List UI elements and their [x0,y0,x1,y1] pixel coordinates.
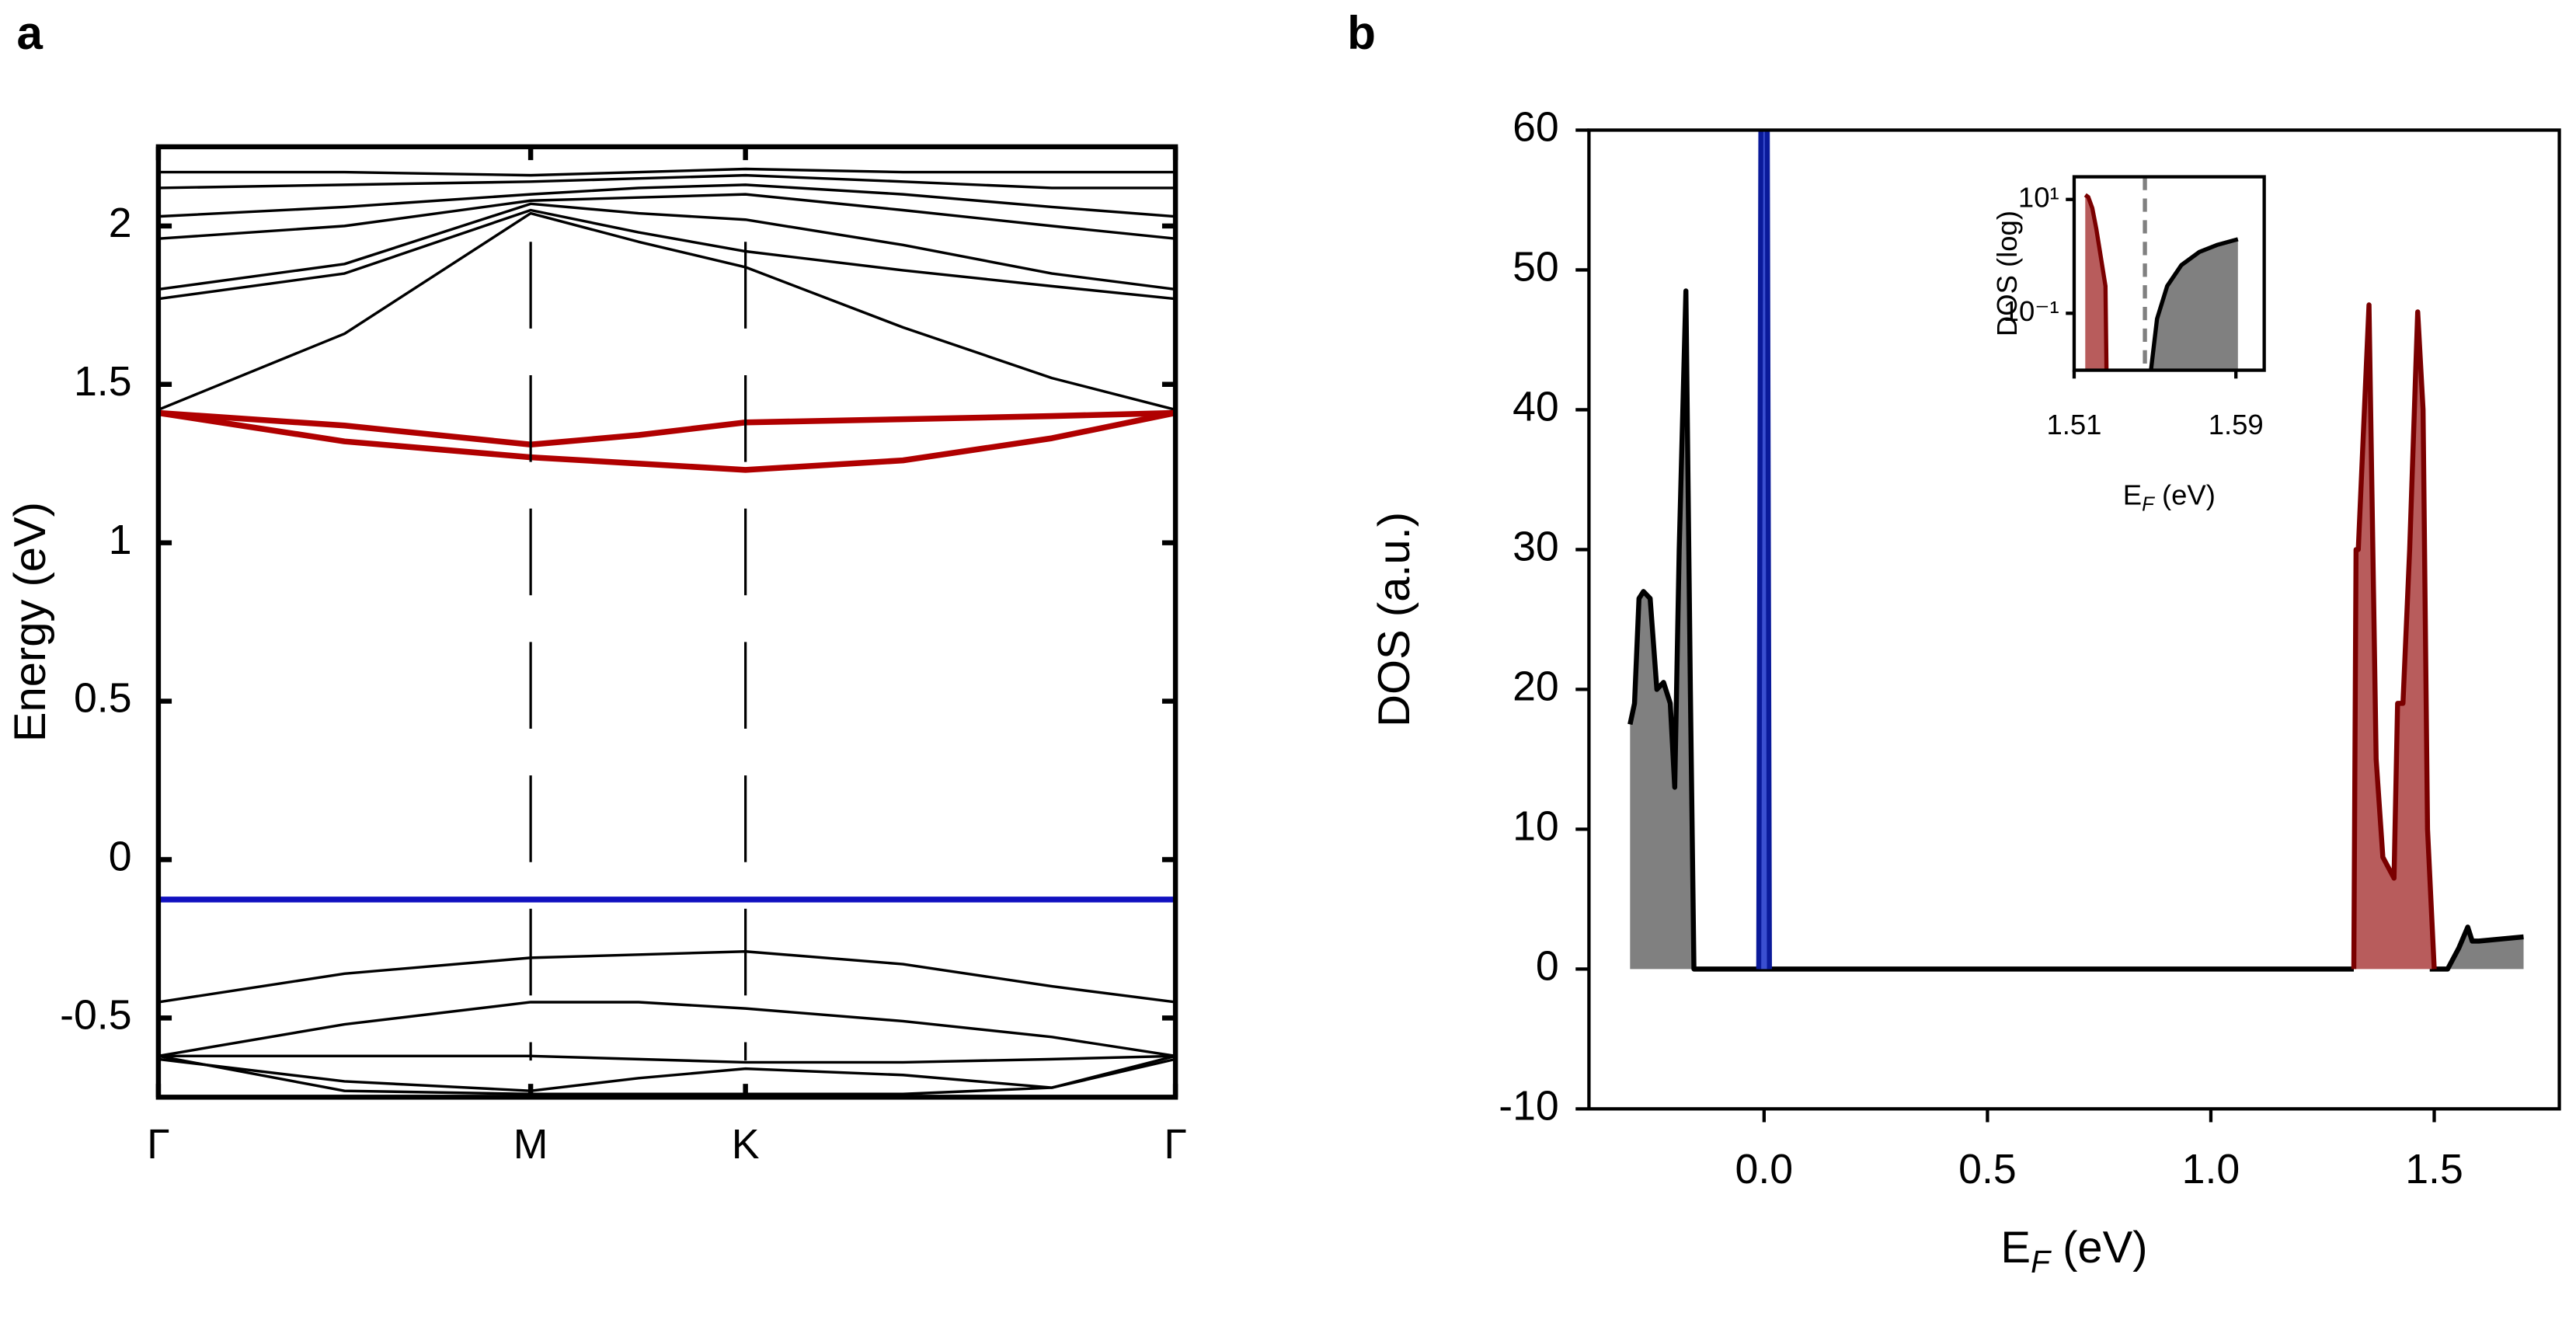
band-line [158,409,1176,448]
dos-line [2429,924,2524,972]
band-line [158,950,1176,1004]
y-tick-label: 0.5 [74,675,132,722]
y-tick-label: 50 [1513,244,1559,291]
y-tick-label: 0 [109,834,132,880]
y-tick-label: 20 [1513,663,1559,710]
y-axis-label: Energy (eV) [5,502,55,742]
band-line [158,202,1176,291]
x-tick-label: 1.5 [2405,1146,2463,1192]
plot-frame [155,144,1178,1100]
plot-area [2083,176,2239,371]
y-tick-label: -0.5 [60,992,131,1039]
y-tick-label: 60 [1513,104,1559,151]
y-tick-label: 10⁻¹ [2003,295,2059,327]
panel-label: a [16,7,43,59]
x-tick-label: 1.51 [2046,409,2101,440]
y-tick-label: 10¹ [2018,181,2059,213]
band-line [158,211,1176,412]
dos-line [1627,288,2354,972]
y-tick-label: 2 [109,200,132,246]
plot-area [1627,130,2524,972]
band-line [158,208,1176,301]
x-tick-label: K [732,1121,760,1168]
dos-line [2149,237,2239,371]
y-tick-label: 1.5 [74,358,132,405]
band-line [158,1054,1176,1064]
y-axis-label: DOS (log) [1991,211,2023,336]
band-line [158,167,1176,177]
dos-line [2083,193,2109,371]
y-tick-label: 30 [1513,524,1559,570]
band-line [158,173,1176,190]
x-tick-label: 0.0 [1735,1146,1794,1192]
plot-frame [1587,128,2561,1111]
x-tick-label: M [513,1121,548,1168]
dos-fill [2429,927,2524,970]
band-line [158,1001,1176,1057]
y-tick-label: 40 [1513,384,1559,430]
band-line [158,193,1176,240]
x-tick-label: 1.0 [2182,1146,2240,1192]
y-tick-label: -10 [1499,1083,1559,1130]
y-axis-label: DOS (a.u.) [1370,512,1419,727]
x-tick-label: Γ [1164,1121,1187,1168]
plot-area [158,167,1176,1095]
dos-line [1756,130,1772,970]
x-axis-label-part: E [2123,479,2142,510]
y-tick-label: 1 [109,517,132,563]
band-line [158,183,1176,218]
x-axis-label-part: F [2031,1244,2052,1280]
x-axis-label: EF (eV) [2123,479,2216,515]
dos-line [2351,302,2437,970]
band-line [158,1057,1176,1092]
x-axis-label-part: (eV) [2050,1223,2148,1273]
x-axis-label-part: F [2142,493,2155,515]
x-axis-label-part: E [2000,1223,2031,1273]
dos-fill [2150,238,2238,371]
x-tick-label: 0.5 [1958,1146,2017,1192]
x-axis-label: EF (eV) [2000,1223,2147,1280]
x-tick-label: 1.59 [2209,409,2264,440]
plot-frame [2072,175,2266,372]
panel-label: b [1347,7,1376,59]
dos-fill [2085,194,2107,371]
dos-fill [1630,291,2354,970]
x-tick-label: Γ [147,1121,170,1168]
x-axis-label-part: (eV) [2154,479,2216,510]
band-line [158,1054,1176,1095]
y-tick-label: 0 [1536,943,1559,990]
band-line [158,409,1176,473]
y-tick-label: 10 [1513,803,1559,850]
